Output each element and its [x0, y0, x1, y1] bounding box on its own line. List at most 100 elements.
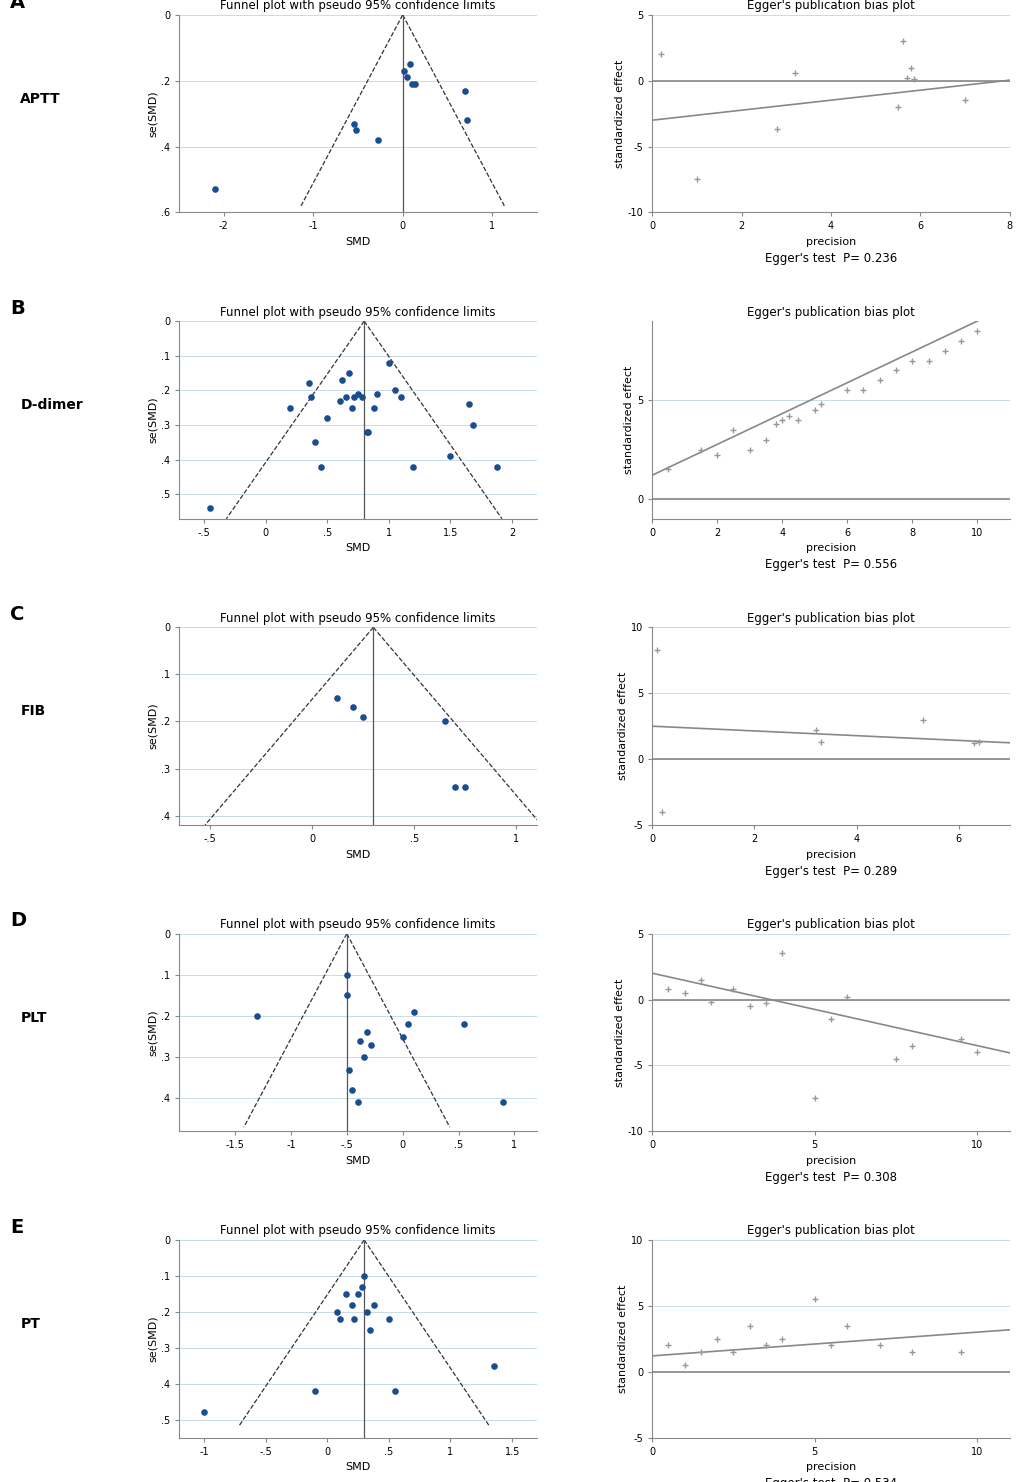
Point [459, 108, 475, 132]
Point [344, 1079, 361, 1103]
Point [307, 431, 323, 455]
Y-axis label: standardized effect: standardized effect [618, 671, 628, 781]
Title: Egger's publication bias plot: Egger's publication bias plot [746, 305, 914, 319]
Point [406, 1000, 422, 1024]
Text: Egger's test  P= 0.534: Egger's test P= 0.534 [764, 1478, 896, 1482]
Point [659, 1334, 676, 1358]
Point [903, 1340, 919, 1363]
Title: Funnel plot with pseudo 95% confidence limits: Funnel plot with pseudo 95% confidence l… [220, 305, 495, 319]
Point [725, 977, 741, 1000]
Point [659, 458, 676, 482]
Point [202, 496, 218, 520]
Point [898, 67, 914, 90]
Text: A: A [10, 0, 25, 12]
Title: Funnel plot with pseudo 95% confidence limits: Funnel plot with pseudo 95% confidence l… [220, 919, 495, 931]
Point [780, 405, 796, 428]
Point [363, 1033, 379, 1057]
X-axis label: precision: precision [805, 1156, 855, 1166]
Point [968, 319, 984, 342]
Point [702, 990, 718, 1014]
Point [887, 359, 903, 382]
Point [355, 1045, 371, 1069]
Point [331, 388, 347, 412]
Point [489, 455, 505, 479]
Point [757, 428, 773, 452]
Point [366, 396, 382, 419]
Point [919, 348, 935, 372]
X-axis label: SMD: SMD [345, 544, 370, 553]
Y-axis label: standardized effect: standardized effect [614, 59, 624, 167]
Point [358, 1300, 374, 1323]
Point [354, 1275, 370, 1298]
Point [807, 719, 823, 742]
Point [338, 984, 355, 1008]
Point [392, 385, 409, 409]
Point [822, 1334, 839, 1358]
Point [394, 1024, 411, 1048]
Point [741, 1313, 757, 1337]
Point [356, 1264, 372, 1288]
Text: D: D [10, 911, 26, 931]
Text: E: E [10, 1218, 23, 1236]
Point [281, 396, 298, 419]
Text: Egger's test  P= 0.236: Egger's test P= 0.236 [764, 252, 897, 265]
Point [386, 378, 403, 402]
Point [855, 378, 871, 402]
Point [905, 68, 921, 92]
X-axis label: SMD: SMD [345, 849, 370, 860]
Point [652, 43, 668, 67]
Point [952, 1027, 968, 1051]
Point [368, 382, 384, 406]
Point [773, 941, 790, 965]
X-axis label: precision: precision [805, 544, 855, 553]
Point [337, 385, 354, 409]
Point [386, 1378, 403, 1402]
Point [839, 986, 855, 1009]
Point [369, 127, 385, 151]
Text: C: C [10, 605, 24, 624]
Point [345, 1307, 362, 1331]
Point [839, 378, 855, 402]
Point [328, 686, 344, 710]
Point [196, 1400, 212, 1424]
Point [345, 385, 362, 409]
Point [806, 1288, 822, 1312]
Point [773, 1326, 790, 1350]
Point [350, 382, 366, 406]
Y-axis label: se(SMD): se(SMD) [148, 1009, 158, 1055]
Point [319, 406, 335, 430]
Point [725, 418, 741, 442]
Title: Egger's publication bias plot: Egger's publication bias plot [746, 919, 914, 931]
Point [903, 348, 919, 372]
Point [352, 1029, 368, 1052]
Point [455, 1012, 472, 1036]
Point [442, 445, 459, 468]
Point [343, 1292, 360, 1316]
Point [436, 710, 452, 734]
Point [404, 73, 420, 96]
Point [653, 800, 669, 824]
Point [956, 89, 972, 113]
Title: Egger's publication bias plot: Egger's publication bias plot [746, 1224, 914, 1237]
Point [970, 731, 986, 754]
Point [396, 59, 413, 83]
Point [757, 991, 773, 1015]
Point [347, 119, 364, 142]
Point [366, 1292, 382, 1316]
Point [968, 1040, 984, 1064]
Point [790, 408, 806, 431]
Point [692, 968, 708, 991]
Point [398, 65, 415, 89]
Point [350, 1091, 366, 1114]
Point [692, 437, 708, 461]
Point [464, 413, 480, 437]
Point [350, 1282, 366, 1306]
Point [648, 637, 664, 661]
X-axis label: precision: precision [805, 1463, 855, 1472]
Point [965, 732, 981, 756]
Point [331, 1307, 347, 1331]
Y-axis label: standardized effect: standardized effect [614, 978, 624, 1086]
Point [914, 708, 930, 732]
Point [338, 963, 355, 987]
Point [822, 1008, 839, 1031]
